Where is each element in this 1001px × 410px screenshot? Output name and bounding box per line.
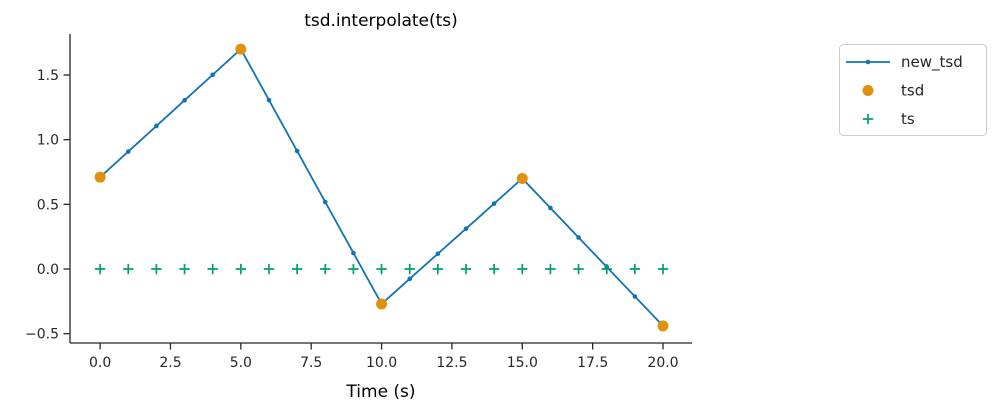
x-tick-label: 0.0 [89,355,111,371]
plus-marker [862,113,874,125]
legend-box [839,44,987,136]
legend-entry-new_tsd: new_tsd [846,53,963,72]
x-tick-label: 17.5 [577,355,608,371]
line-point-marker [548,205,553,211]
chart-title: tsd.interpolate(ts) [304,11,458,31]
plus-marker [460,263,472,275]
plus-marker [376,263,387,275]
y-tick-label: 1.5 [37,68,59,84]
plus-marker [151,263,162,275]
axes: 0.0 2.5 5.0 7.5 10.0 12.5 15.0 17.5 20.0 −0.5 0.0 0… [25,34,692,371]
plus-marker [179,263,190,275]
y-tick-label: −0.5 [25,327,59,343]
x-tick-label: 10.0 [366,355,397,371]
series-tsd [94,43,669,332]
line-point-marker [351,250,356,256]
line-point-marker [294,148,300,154]
y-tick-label: 0.5 [37,197,59,213]
line-point-marker [463,226,469,231]
plus-marker [601,263,612,275]
series-ts [94,263,669,275]
plus-marker [263,263,275,275]
series-line [99,48,664,327]
plus-marker [517,263,528,275]
plus-marker [545,263,556,275]
legend-label: tsd [901,82,924,100]
line-point-marker [182,98,187,103]
line-point-marker [154,123,159,129]
x-tick-label: 2.5 [159,355,181,371]
plus-marker [573,263,584,275]
plus-marker [629,263,641,275]
line-point-marker [210,72,215,78]
legend-label: ts [901,110,915,128]
data-point-marker [376,298,388,310]
data-point-marker [94,171,106,183]
y-tick-label: 1.0 [37,133,59,149]
legend-label: new_tsd [901,53,963,72]
legend-entry-ts: ts [862,110,915,128]
y-tick-label: 0.0 [37,262,59,278]
plus-marker [488,263,500,275]
line-point-marker [576,235,581,240]
line-point-marker [435,251,441,257]
x-tick-label: 15.0 [507,355,538,371]
x-axis-label: Time (s) [345,382,415,402]
x-tick-label: 7.5 [300,355,322,371]
plus-marker [348,263,359,275]
series-new_tsd [97,46,666,329]
x-tick-label: 5.0 [230,355,252,371]
x-tick-label: 20.0 [647,355,678,371]
data-point-marker [235,43,247,55]
legend-entry-tsd: tsd [862,82,924,100]
plus-marker [657,263,669,275]
line-point-marker [491,201,497,206]
plus-marker [432,263,444,275]
plus-marker [94,263,106,275]
plus-marker [207,263,218,275]
line-point-marker [632,294,638,299]
data-point-marker [516,172,528,184]
plus-marker [235,263,247,275]
x-tick-label: 12.5 [436,355,467,371]
data-point-marker [657,320,669,332]
data-point-marker [862,85,874,96]
plus-marker [123,263,134,275]
plus-marker [404,263,415,275]
line-point-marker [125,149,131,154]
line-point-marker [407,276,413,282]
plot-series [94,43,669,332]
line-point-marker [266,97,272,103]
line-point-marker [865,59,871,65]
plus-marker [320,263,331,275]
plus-marker [291,263,303,275]
line-point-marker [322,199,328,205]
